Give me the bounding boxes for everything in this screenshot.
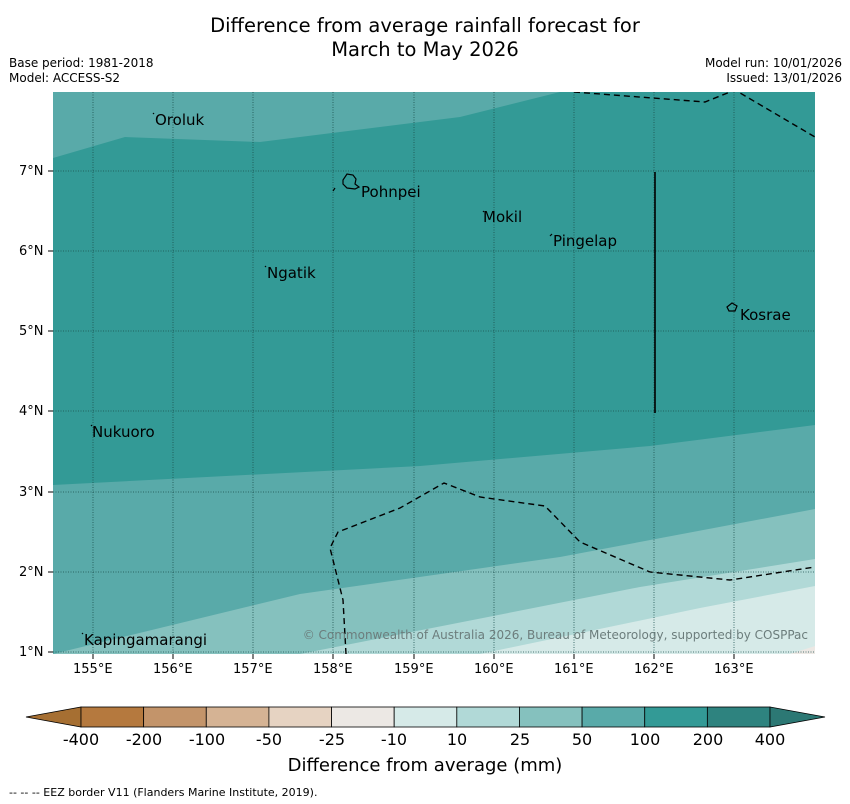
colorbar-cell: [143, 706, 207, 728]
colorbar-tick-label: -25: [318, 730, 346, 749]
band-10-25: [480, 586, 815, 654]
lat-label: 3°N: [19, 485, 44, 500]
colorbar-cell: [205, 706, 270, 728]
colorbar-cell: [393, 706, 458, 728]
lon-label: 162°E: [634, 662, 674, 677]
colorbar-cell: [706, 706, 771, 728]
graticule: [53, 92, 815, 654]
colorbar-cell: [331, 706, 395, 728]
colorbar-tick-label: 200: [692, 730, 724, 749]
colorbar-tick-label: -200: [125, 730, 163, 749]
kapingamarangi-atoll-shape: [81, 632, 84, 635]
lon-label: 159°E: [394, 662, 434, 677]
place-label-pohnpei: Pohnpei: [361, 183, 421, 201]
colorbar-cell: [644, 706, 708, 728]
lat-label: 4°N: [19, 404, 44, 419]
kosrae-island-shape: [726, 302, 738, 312]
place-label-kosrae: Kosrae: [740, 306, 791, 324]
colorbar-cell: [268, 706, 332, 728]
colorbar-tick-label: 400: [754, 730, 786, 749]
model-name: Model: ACCESS-S2: [9, 71, 121, 85]
colorbar-tick-label: -100: [188, 730, 226, 749]
lat-label: 5°N: [19, 324, 44, 339]
colorbar-cell: [519, 706, 583, 728]
colorbar-cell: [581, 706, 646, 728]
axis-ticks: [48, 170, 735, 659]
colorbar-tick-label: -50: [255, 730, 283, 749]
place-label-mokil: Mokil: [483, 208, 523, 226]
model-run: Model run: 10/01/2026: [704, 56, 842, 70]
lon-label: 155°E: [73, 662, 113, 677]
colorbar-cells: [80, 706, 771, 728]
lat-label: 2°N: [19, 565, 44, 580]
colorbar-title: Difference from average (mm): [287, 755, 563, 776]
lon-label: 158°E: [313, 662, 353, 677]
place-label-kapingamarangi: Kapingamarangi: [84, 631, 208, 649]
issued-date: Issued: 13/01/2026: [726, 71, 842, 85]
lon-label: 160°E: [474, 662, 514, 677]
lat-label: 1°N: [19, 645, 44, 660]
copyright-notice: © Commonwealth of Australia 2026, Bureau…: [302, 628, 808, 642]
map-title-line1: Difference from average rainfall forecas…: [210, 14, 640, 37]
colorbar-cell: [456, 706, 520, 728]
place-label-oroluk: Oroluk: [155, 111, 205, 129]
lat-label: 7°N: [19, 164, 44, 179]
place-label-pingelap: Pingelap: [553, 232, 618, 250]
colorbar: [25, 706, 826, 728]
colorbar-tick-label: -400: [62, 730, 100, 749]
place-label-nukuoro: Nukuoro: [92, 423, 155, 441]
lon-label: 161°E: [554, 662, 594, 677]
oroluk-atoll-shape: [152, 112, 155, 115]
colorbar-tick-label: 25: [509, 730, 531, 749]
pingelap-atoll-shape: [549, 233, 553, 237]
band-200-400: [53, 92, 815, 485]
lat-label: 6°N: [19, 244, 44, 259]
lon-label: 163°E: [714, 662, 754, 677]
colorbar-high-arrow: [769, 706, 826, 728]
lon-label: 157°E: [233, 662, 273, 677]
lon-label: 156°E: [153, 662, 193, 677]
base-period: Base period: 1981-2018: [9, 56, 154, 70]
ant-atoll-shape: [332, 187, 336, 192]
colorbar-low-arrow: [25, 706, 82, 728]
place-label-ngatik: Ngatik: [267, 264, 316, 282]
colorbar-tick-label: -10: [380, 730, 408, 749]
map-shading: [53, 92, 815, 654]
map-title-line2: March to May 2026: [331, 38, 519, 61]
colorbar-cell: [80, 706, 145, 728]
ngatik-atoll-shape: [264, 265, 267, 268]
colorbar-tick-label: 50: [571, 730, 593, 749]
mokil-atoll-shape: [482, 210, 485, 213]
colorbar-tick-label: 100: [629, 730, 661, 749]
eez-legend: -- -- -- EEZ border V11 (Flanders Marine…: [9, 786, 318, 799]
pohnpei-island-shape: [342, 173, 361, 190]
nukuoro-atoll-shape: [90, 424, 93, 427]
colorbar-tick-label: 10: [446, 730, 468, 749]
eez-borders: [329, 92, 815, 654]
